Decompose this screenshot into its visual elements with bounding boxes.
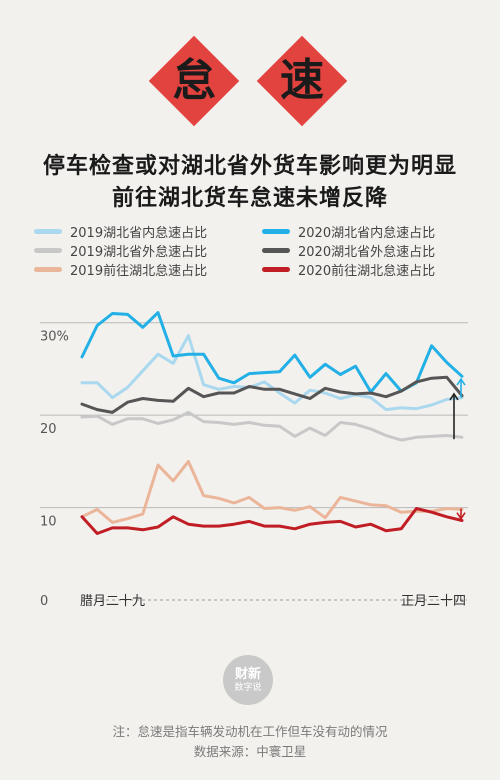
legend-item-2019-to-hubei: 2019前往湖北怠速占比	[34, 261, 208, 279]
series-line-1	[80, 311, 464, 394]
logo-line-1: 财新	[234, 666, 261, 682]
caixin-logo: 财新 数字说	[223, 655, 273, 705]
legend-swatch	[34, 266, 62, 272]
legend-item-2019-hubei-inside: 2019湖北省内怠速占比	[34, 223, 208, 241]
legend-swatch	[262, 228, 290, 234]
annotation-arrow-head-0	[449, 392, 459, 401]
legend-item-2020-hubei-inside: 2020湖北省内怠速占比	[262, 223, 436, 241]
title-line-2: 前往湖北货车怠速未增反降	[111, 186, 388, 211]
legend-item-2020-to-hubei: 2020前往湖北怠速占比	[262, 261, 436, 279]
badge-char-2: 速	[280, 55, 324, 106]
legend-swatch	[262, 266, 290, 272]
footnote-source: 数据来源：中寰卫星	[193, 744, 307, 759]
legend-swatch	[34, 228, 62, 234]
legend-swatch	[262, 247, 290, 253]
logo-line-2: 数字说	[234, 682, 262, 693]
series-line-5	[80, 507, 464, 535]
series-line-4	[80, 459, 464, 524]
line-chart: 0 10 20 30% 腊月二十九 正月二十四	[40, 311, 468, 609]
annotation-arrow-head-1	[456, 377, 466, 386]
legend-label: 2019湖北省内怠速占比	[70, 225, 208, 241]
x-start-label: 腊月二十九	[80, 594, 145, 609]
legend-item-2020-hubei-outside: 2020湖北省外怠速占比	[262, 242, 436, 260]
y-tick-label-3: 30%	[40, 330, 69, 345]
legend-label: 2020湖北省内怠速占比	[298, 225, 436, 241]
y-tick-label-0: 0	[40, 594, 48, 609]
legend-label: 2020湖北省外怠速占比	[298, 244, 436, 260]
legend-swatch	[34, 247, 62, 253]
legend-item-2019-hubei-outside: 2019湖北省外怠速占比	[34, 242, 208, 260]
legend-label: 2019前往湖北怠速占比	[70, 263, 208, 279]
badge-char-1: 怠	[172, 55, 216, 106]
series-line-0	[80, 334, 464, 412]
series-line-2	[80, 410, 464, 442]
series-line-3	[80, 375, 464, 414]
annotation-arrow-head-2	[456, 512, 466, 521]
badge-row: 怠 速	[0, 35, 500, 136]
legend-label: 2020前往湖北怠速占比	[298, 263, 436, 279]
y-tick-label-1: 10	[40, 515, 57, 530]
footnote-definition: 注：怠速是指车辆发动机在工作但车没有动的情况	[112, 724, 388, 739]
x-end-label: 正月二十四	[401, 594, 466, 609]
title-line-1: 停车检查或对湖北省外货车影响更为明显	[42, 154, 457, 179]
legend-label: 2019湖北省外怠速占比	[70, 244, 208, 260]
y-tick-label-2: 20	[40, 422, 57, 437]
